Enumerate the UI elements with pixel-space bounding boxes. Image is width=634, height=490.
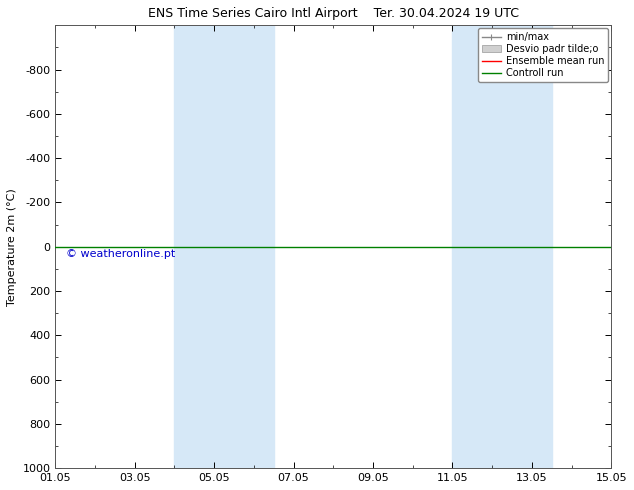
- Bar: [174, 25, 274, 468]
- Title: ENS Time Series Cairo Intl Airport    Ter. 30.04.2024 19 UTC: ENS Time Series Cairo Intl Airport Ter. …: [148, 7, 519, 20]
- Y-axis label: Temperature 2m (°C): Temperature 2m (°C): [7, 188, 17, 306]
- Legend: min/max, Desvio padr tilde;o, Ensemble mean run, Controll run: min/max, Desvio padr tilde;o, Ensemble m…: [478, 28, 609, 82]
- Text: © weatheronline.pt: © weatheronline.pt: [67, 249, 176, 259]
- Bar: [453, 25, 552, 468]
